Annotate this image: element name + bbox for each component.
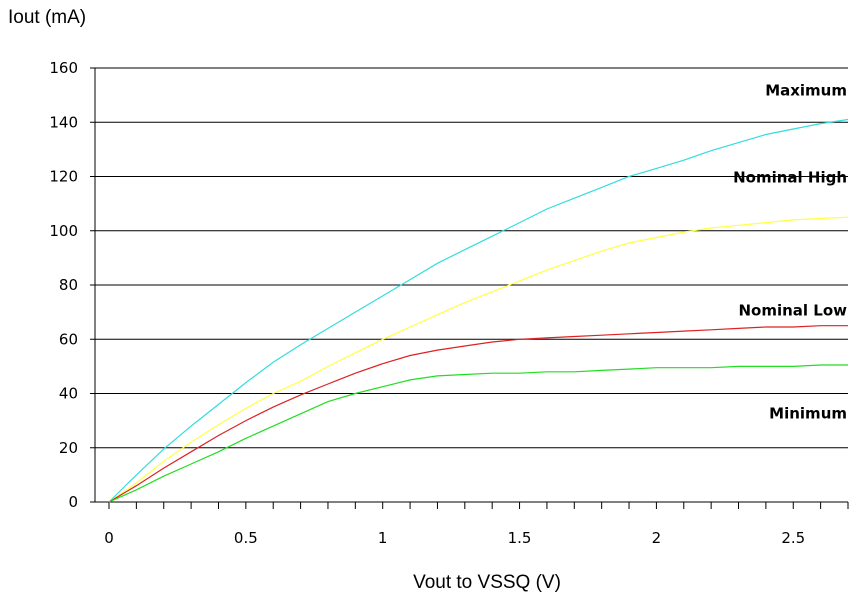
x-tick-label: 0 [104, 529, 114, 547]
y-axis-title: Iout (mA) [8, 7, 86, 28]
y-tick-label: 60 [59, 330, 78, 348]
series-label-maximum: Maximum [765, 82, 847, 100]
axes: 0 20 40 60 80 100 120 140 160 0 0.5 1 1.5 2 2.5 [49, 59, 849, 547]
series-line-maximum [108, 118, 849, 503]
x-tick-label: 2.5 [781, 529, 805, 547]
series-label-minimum: Minimum [769, 404, 847, 422]
x-tick-label: 1.5 [508, 529, 532, 547]
y-tick-label: 100 [49, 222, 78, 240]
y-tick-label: 20 [59, 439, 78, 457]
y-tick-label: 0 [68, 493, 78, 511]
series-line-minimum [108, 364, 848, 503]
series-lines [108, 118, 849, 503]
y-tick-label: 140 [49, 113, 78, 131]
x-tick-label: 2 [652, 529, 662, 547]
y-tick-label: 160 [49, 59, 78, 77]
x-tick-label: 1 [378, 529, 388, 547]
x-tick-label: 0.5 [234, 529, 258, 547]
grid-lines [95, 67, 848, 449]
series-labels: Maximum Nominal High Nominal Low Minimum [733, 82, 847, 423]
x-axis-title: Vout to VSSQ (V) [413, 572, 561, 593]
series-line-nominal-high [108, 216, 849, 503]
series-label-nominal-high: Nominal High [733, 169, 847, 187]
y-tick-label: 40 [59, 385, 78, 403]
series-label-nominal-low: Nominal Low [738, 301, 847, 319]
y-tick-label: 80 [59, 276, 78, 294]
y-tick-label: 120 [49, 168, 78, 186]
series-line-nominal-low [108, 325, 848, 503]
